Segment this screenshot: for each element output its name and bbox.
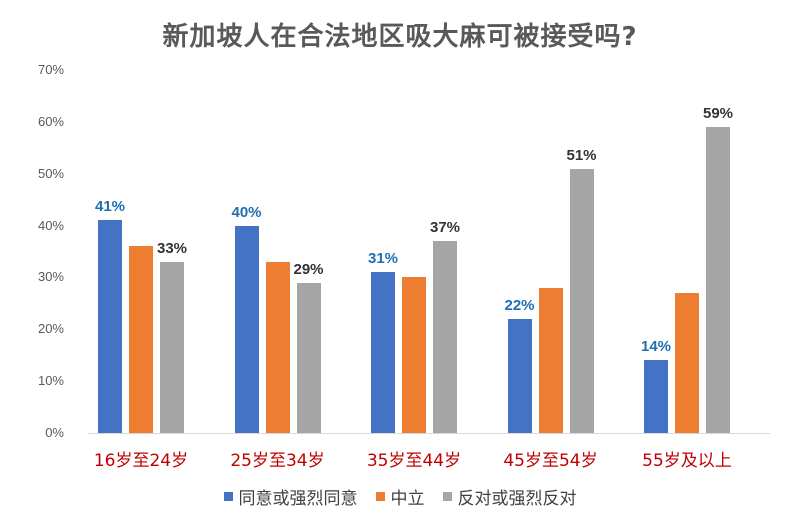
y-tick-label: 70%: [37, 62, 64, 77]
bar: [538, 287, 563, 433]
bar: [433, 241, 457, 433]
x-category-label: 45岁至54岁: [503, 451, 598, 471]
data-label: 29%: [293, 260, 324, 278]
y-tick-label: 40%: [37, 217, 64, 233]
x-axis-line: [88, 433, 770, 434]
y-tick-label: 10%: [37, 373, 64, 389]
bar: [402, 277, 426, 433]
data-label: 51%: [566, 146, 597, 164]
bar: [507, 318, 532, 433]
data-label: 31%: [367, 250, 399, 268]
data-label: 14%: [640, 338, 672, 356]
bar: [296, 282, 321, 433]
legend-swatch-icon: [442, 492, 452, 501]
bar: [371, 272, 395, 433]
legend-item: 同意或强烈同意: [223, 484, 358, 509]
y-tick-label: 20%: [37, 321, 64, 337]
bar: [234, 225, 259, 433]
legend: 同意或强烈同意 中立 反对或强烈反对: [0, 484, 800, 509]
data-label: 33%: [156, 239, 188, 257]
bar: [675, 292, 699, 433]
chart-title: 新加坡人在合法地区吸大麻可被接受吗?: [162, 22, 638, 52]
data-label: 22%: [504, 296, 535, 314]
x-category-label: 35岁至44岁: [366, 451, 462, 471]
legend-label: 中立: [390, 489, 425, 509]
data-label: 40%: [231, 203, 262, 221]
legend-label: 同意或强烈同意: [238, 489, 358, 509]
data-label: 59%: [702, 105, 734, 123]
legend-swatch-icon: [375, 492, 385, 501]
x-category-label: 25岁至34岁: [230, 451, 325, 471]
x-category-label: 16岁至24岁: [93, 451, 189, 471]
data-label: 41%: [94, 198, 126, 216]
legend-label: 反对或强烈反对: [457, 489, 577, 509]
bar: [265, 261, 290, 433]
y-tick-label: 0%: [45, 425, 64, 440]
bar: [98, 220, 122, 433]
legend-item: 中立: [375, 484, 425, 509]
bar: [160, 261, 184, 433]
legend-item: 反对或强烈反对: [442, 484, 577, 509]
y-tick-label: 50%: [37, 165, 64, 181]
legend-swatch-icon: [223, 492, 233, 501]
x-category-label: 55岁及以上: [642, 451, 732, 471]
y-tick-label: 60%: [37, 113, 64, 129]
bar: [569, 168, 594, 433]
y-tick-label: 30%: [37, 269, 64, 285]
data-label: 37%: [429, 219, 461, 237]
bar: [644, 360, 668, 433]
bar: [129, 246, 153, 433]
bar: [706, 127, 730, 433]
